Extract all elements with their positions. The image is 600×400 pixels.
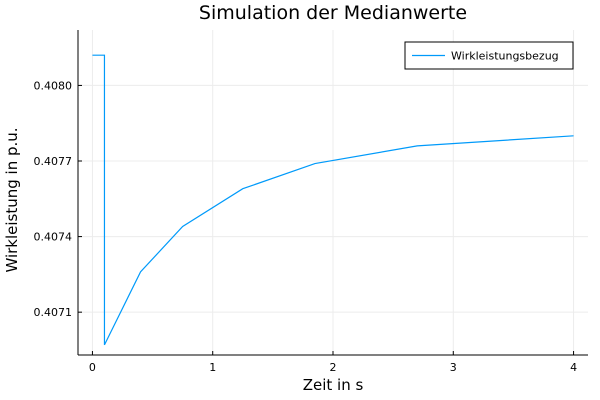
x-tick-label: 2 bbox=[330, 361, 337, 374]
y-tick-label: 0.4074 bbox=[34, 231, 73, 244]
x-tick-label: 4 bbox=[570, 361, 577, 374]
y-tick-label: 0.4071 bbox=[34, 306, 73, 319]
legend-entry-label: Wirkleistungsbezug bbox=[451, 50, 559, 63]
y-tick-label: 0.4080 bbox=[34, 79, 73, 92]
series-layer bbox=[92, 54, 574, 346]
series-line-1 bbox=[92, 54, 574, 346]
y-axis-label: Wirkleistung in p.u. bbox=[3, 127, 21, 272]
x-axis-label: Zeit in s bbox=[303, 376, 364, 394]
y-tick-label: 0.4077 bbox=[34, 155, 73, 168]
legend: Wirkleistungsbezug bbox=[404, 41, 574, 70]
x-tick-label: 1 bbox=[209, 361, 216, 374]
x-tick-label: 3 bbox=[450, 361, 457, 374]
chart-title: Simulation der Medianwerte bbox=[199, 2, 467, 24]
ticks: 0 1 2 3 4 0.4071 0.4074 0.4077 0.4080 bbox=[34, 79, 578, 374]
grid bbox=[78, 30, 588, 355]
x-tick-label: 0 bbox=[89, 361, 96, 374]
